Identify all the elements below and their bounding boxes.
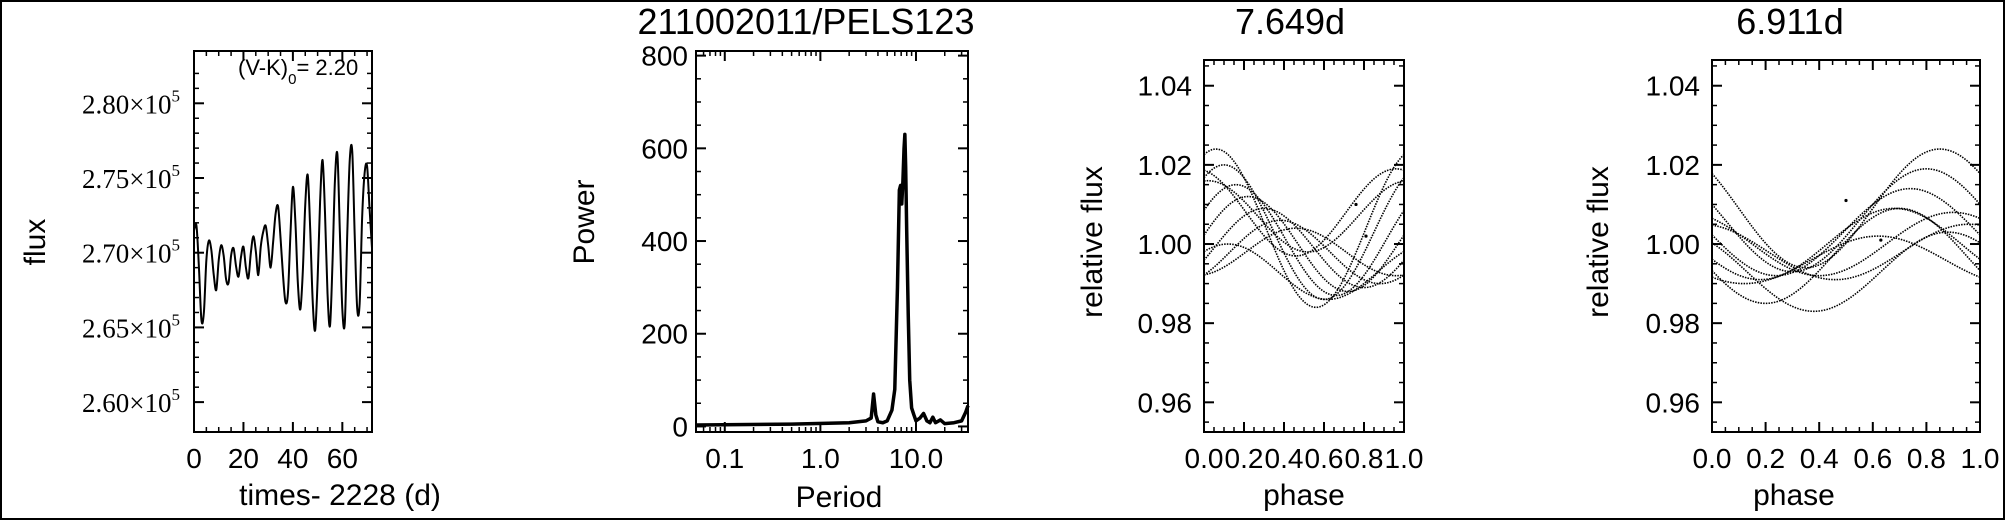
phase2-xtick-label: 0.2 <box>1746 443 1785 474</box>
phase2-ytick-label: 1.04 <box>1646 71 1701 102</box>
phase1-xtick-label: 0.6 <box>1305 443 1344 474</box>
lightcurve-annotation: (V-K)0= 2.20 <box>238 55 358 88</box>
phase1-outlier-point <box>1364 234 1368 238</box>
phase1-xtick-label: 1.0 <box>1385 443 1424 474</box>
lightcurve-ytick-label: 2.60×105 <box>82 385 180 418</box>
phase2-folded-points <box>1711 223 1981 281</box>
figure-title: 211002011/PELS123 <box>638 1 975 42</box>
phase1-folded-points <box>1203 243 1405 301</box>
phase2-title: 6.911d <box>1736 1 1843 42</box>
phase2-xtick-label: 1.0 <box>1961 443 2000 474</box>
phase2-ytick-label: 0.96 <box>1646 387 1701 418</box>
lightcurve-series-line <box>193 143 373 332</box>
lightcurve-ytick-label: 2.70×105 <box>82 236 180 269</box>
phase2-panel: 6.911d 0.0 0.2 0.4 0.6 0.8 1.0 0.96 0.98 1.00 1.0… <box>1582 1 1999 512</box>
phase1-title: 7.649d <box>1235 1 1345 42</box>
phase1-xtick-label: 0.2 <box>1225 443 1264 474</box>
periodogram-xtick-label: 0.1 <box>705 443 744 474</box>
periodogram-ytick-label: 0 <box>672 411 688 442</box>
periodogram-ytick-label: 400 <box>641 226 688 257</box>
periodogram-panel: 0.1 1.0 10.0 0 200 400 600 800 Power Period <box>568 41 970 514</box>
phase1-ytick-label: 1.02 <box>1138 150 1193 181</box>
periodogram-xtick-label: 1.0 <box>801 443 840 474</box>
periodogram-ytick-label: 600 <box>641 133 688 164</box>
phase2-ytick-label: 1.02 <box>1646 150 1701 181</box>
periodogram-ylabel: Power <box>568 179 601 264</box>
phase1-ylabel: relative flux <box>1076 166 1109 318</box>
periodogram-ytick-label: 800 <box>641 41 688 72</box>
periodogram-xlabel: Period <box>796 481 883 514</box>
phase1-outlier-point <box>1354 202 1358 207</box>
phase2-xtick-label: 0.0 <box>1693 443 1732 474</box>
phase1-xtick-label: 0.0 <box>1185 443 1224 474</box>
phase1-xtick-label: 0.8 <box>1345 443 1384 474</box>
phase2-outlier-point <box>1879 238 1883 242</box>
phase2-outlier-point <box>1844 198 1848 203</box>
phase2-ytick-label: 0.98 <box>1646 308 1701 339</box>
phase1-xlabel: phase <box>1263 479 1345 512</box>
phase1-ytick-label: 0.98 <box>1138 308 1193 339</box>
phase2-xtick-label: 0.4 <box>1800 443 1839 474</box>
phase1-ytick-label: 0.96 <box>1138 387 1193 418</box>
lightcurve-xtick-label: 60 <box>327 443 358 474</box>
phase1-folded-points <box>1203 148 1405 309</box>
phase1-folded-points <box>1203 195 1405 293</box>
phase1-panel: 7.649d 0.0 0.2 0.4 0.6 0.8 1.0 0.96 0.98 1.00 1.0… <box>1076 1 1423 512</box>
phase2-xtick-label: 0.6 <box>1853 443 1892 474</box>
phase2-folded-points <box>1711 168 1981 273</box>
lightcurve-panel: 0 20 40 60 2.60×105 2.65×105 2.70×105 2.75×105 2… <box>19 50 441 512</box>
lightcurve-xtick-label: 0 <box>186 443 202 474</box>
phase2-ylabel: relative flux <box>1582 166 1615 318</box>
periodogram-series-line <box>695 132 970 427</box>
phase1-folded-points <box>1203 207 1405 289</box>
phase2-ytick-label: 1.00 <box>1646 229 1701 260</box>
lightcurve-xtick-label: 20 <box>228 443 259 474</box>
lightcurve-ytick-label: 2.80×105 <box>82 86 180 119</box>
periodogram-ytick-label: 200 <box>641 319 688 350</box>
phase2-folded-points <box>1711 187 1981 277</box>
phase1-folded-points <box>1203 183 1405 297</box>
lightcurve-ylabel: flux <box>19 219 52 266</box>
phase2-xlabel: phase <box>1753 479 1835 512</box>
phase2-folded-points <box>1711 231 1981 313</box>
lightcurve-xtick-label: 40 <box>277 443 308 474</box>
phase2-folded-points <box>1711 207 1981 305</box>
lightcurve-ytick-label: 2.65×105 <box>82 310 180 343</box>
phase2-xtick-label: 0.8 <box>1907 443 1946 474</box>
phase1-ytick-label: 1.04 <box>1138 71 1193 102</box>
lightcurve-ytick-label: 2.75×105 <box>82 161 180 194</box>
phase1-ytick-label: 1.00 <box>1138 229 1193 260</box>
lightcurve-xlabel: times- 2228 (d) <box>239 479 441 512</box>
phase2-folded-points <box>1711 207 1981 281</box>
phase2-folded-points <box>1711 235 1981 285</box>
phase1-folded-points <box>1203 164 1405 301</box>
phase1-xtick-label: 0.4 <box>1265 443 1304 474</box>
periodogram-xtick-label: 10.0 <box>889 443 944 474</box>
